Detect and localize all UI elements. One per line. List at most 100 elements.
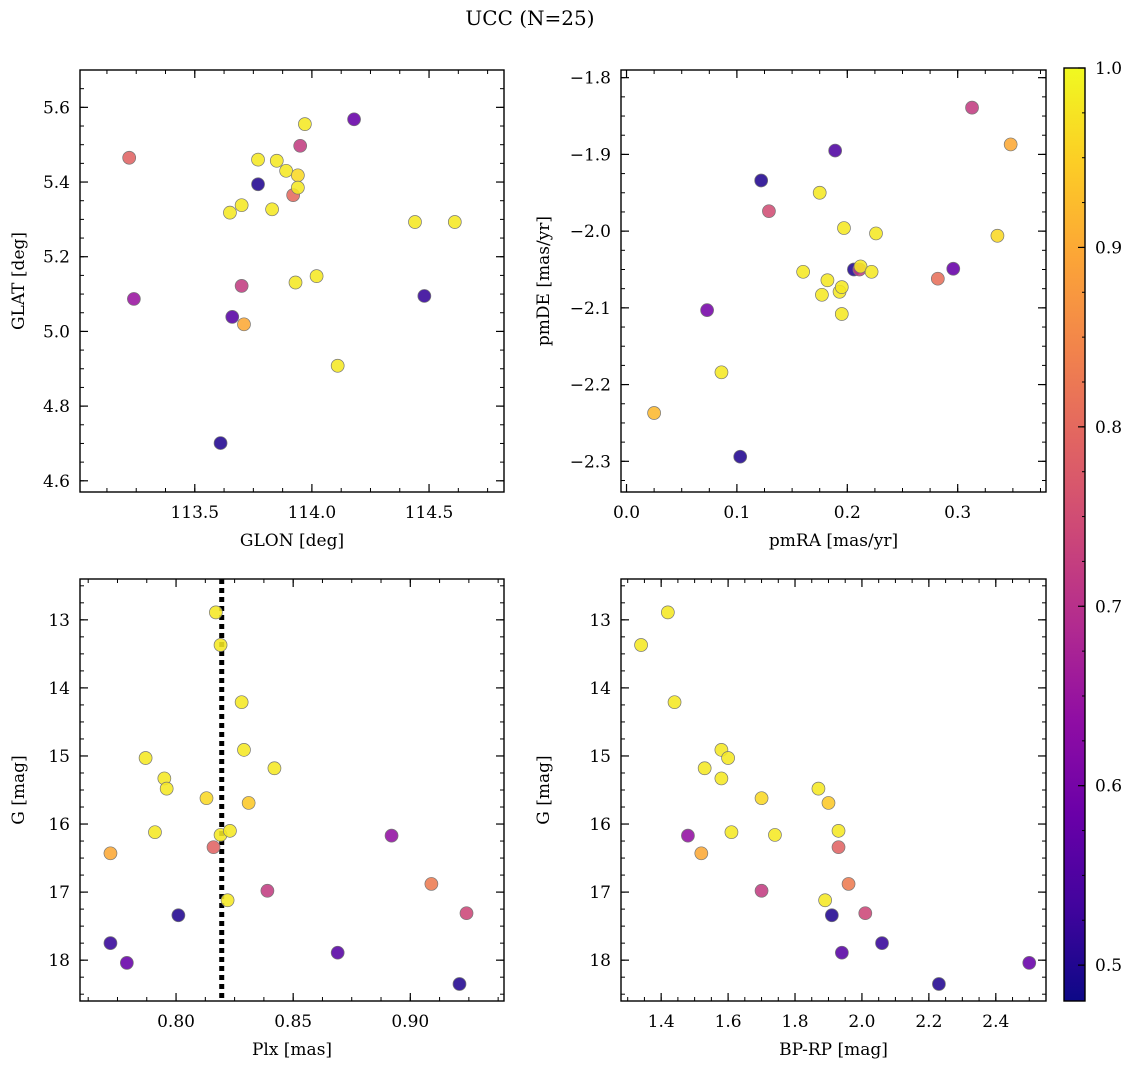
x-tick-label: 0.3 bbox=[944, 503, 971, 523]
data-point bbox=[724, 825, 739, 840]
data-point bbox=[417, 289, 432, 303]
data-point bbox=[103, 846, 118, 861]
data-point bbox=[251, 152, 265, 167]
y-tick-label: 4.6 bbox=[43, 472, 70, 492]
axes-frame bbox=[79, 69, 505, 493]
y-tick-label: 15 bbox=[48, 747, 70, 767]
data-point bbox=[754, 791, 769, 806]
y-tick-label: 18 bbox=[589, 951, 611, 971]
data-point bbox=[138, 751, 153, 765]
data-point bbox=[647, 406, 661, 420]
y-axis-label: G [mag] bbox=[9, 755, 29, 824]
x-tick-label: 0.2 bbox=[834, 503, 861, 523]
x-tick-label: 0.80 bbox=[157, 1012, 195, 1032]
data-point bbox=[309, 269, 324, 283]
data-point bbox=[159, 781, 174, 796]
data-point bbox=[298, 117, 312, 132]
data-point bbox=[831, 823, 846, 838]
data-point bbox=[330, 358, 345, 373]
data-point bbox=[384, 828, 399, 843]
y-tick-label: −2.0 bbox=[570, 222, 611, 242]
y-tick-label: 13 bbox=[48, 611, 70, 631]
data-point bbox=[1003, 137, 1018, 152]
data-point bbox=[820, 273, 835, 288]
y-tick-label: 16 bbox=[48, 815, 70, 835]
x-tick-label: 114.5 bbox=[405, 503, 454, 523]
data-point bbox=[288, 275, 303, 290]
data-point bbox=[834, 307, 849, 321]
data-point bbox=[733, 449, 748, 464]
data-point bbox=[234, 695, 249, 710]
y-axis-label: GLAT [deg] bbox=[9, 232, 29, 330]
data-point bbox=[213, 638, 228, 652]
data-point bbox=[452, 977, 467, 991]
y-tick-label: 17 bbox=[48, 883, 70, 903]
data-point bbox=[267, 761, 282, 776]
data-point bbox=[293, 138, 308, 153]
x-tick-label: 2.4 bbox=[982, 1012, 1009, 1032]
data-point bbox=[834, 280, 849, 294]
data-point bbox=[990, 228, 1005, 243]
x-tick-label: 113.5 bbox=[170, 503, 219, 523]
panel-pmra-pmde: 0.0 0.1 0.2 0.3 −2.3 −2.2 −2.1 −2.0 −1.9 −1.8 pmRA… bbox=[534, 69, 1047, 551]
y-axis-label: pmDE [mas/yr] bbox=[534, 216, 554, 346]
data-point bbox=[796, 264, 810, 279]
colorbar-gradient bbox=[1064, 68, 1085, 1001]
colorbar: 0.5 0.6 0.7 0.8 0.9 1.0 bbox=[1063, 59, 1122, 1002]
colorbar-tick-label: 0.5 bbox=[1095, 956, 1122, 976]
data-point bbox=[869, 226, 883, 241]
data-point bbox=[754, 173, 769, 188]
data-point bbox=[824, 908, 839, 923]
data-point bbox=[148, 825, 162, 840]
data-point bbox=[700, 303, 714, 318]
data-point bbox=[237, 317, 251, 332]
data-point bbox=[291, 168, 305, 183]
colorbar-frame bbox=[1063, 67, 1086, 1002]
y-tick-label: 14 bbox=[589, 679, 611, 699]
data-point bbox=[122, 150, 137, 165]
data-point bbox=[347, 112, 361, 127]
y-tick-label: 15 bbox=[589, 747, 611, 767]
y-tick-label: −1.8 bbox=[570, 69, 611, 89]
y-tick-label: −1.9 bbox=[570, 145, 611, 165]
data-point bbox=[864, 264, 879, 279]
data-point bbox=[260, 883, 275, 898]
data-point bbox=[762, 204, 776, 219]
axes-frame bbox=[620, 69, 1047, 493]
panel-bprp-g: 1.4 1.6 1.8 2.0 2.2 2.4 13 14 15 16 17 18 BP-RP [mag… bbox=[534, 578, 1047, 1060]
y-tick-label: 5.6 bbox=[43, 98, 70, 118]
y-tick-label: −2.1 bbox=[570, 299, 611, 319]
y-tick-label: 14 bbox=[48, 679, 70, 699]
colorbar-tick-label: 1.0 bbox=[1095, 59, 1122, 79]
data-point bbox=[831, 840, 846, 855]
y-axis-label: G [mag] bbox=[534, 755, 554, 824]
data-point bbox=[241, 796, 256, 810]
data-point bbox=[721, 751, 735, 765]
x-axis-label: pmRA [mas/yr] bbox=[769, 531, 898, 551]
data-point bbox=[965, 100, 979, 115]
data-point bbox=[237, 742, 251, 757]
data-point bbox=[171, 908, 186, 923]
data-point bbox=[754, 883, 769, 898]
data-point bbox=[811, 781, 826, 796]
figure-title: UCC (N=25) bbox=[465, 6, 595, 30]
y-tick-label: 18 bbox=[48, 951, 70, 971]
x-tick-label: 2.2 bbox=[915, 1012, 942, 1032]
data-point bbox=[209, 605, 223, 620]
x-axis-label: Plx [mas] bbox=[252, 1040, 332, 1060]
data-point bbox=[714, 771, 729, 786]
colorbar-tick-label: 0.6 bbox=[1095, 777, 1122, 797]
data-point bbox=[835, 945, 849, 960]
y-tick-label: −2.3 bbox=[570, 452, 611, 472]
x-axis-label: GLON [deg] bbox=[240, 531, 344, 551]
y-tick-label: 13 bbox=[589, 611, 611, 631]
data-point bbox=[459, 906, 474, 921]
data-point bbox=[120, 956, 134, 970]
colorbar-tick-label: 0.9 bbox=[1095, 238, 1122, 258]
x-tick-label: 0.0 bbox=[613, 503, 640, 523]
data-point bbox=[875, 936, 889, 950]
data-point bbox=[858, 906, 873, 921]
data-point bbox=[447, 215, 462, 229]
data-point bbox=[853, 259, 868, 274]
